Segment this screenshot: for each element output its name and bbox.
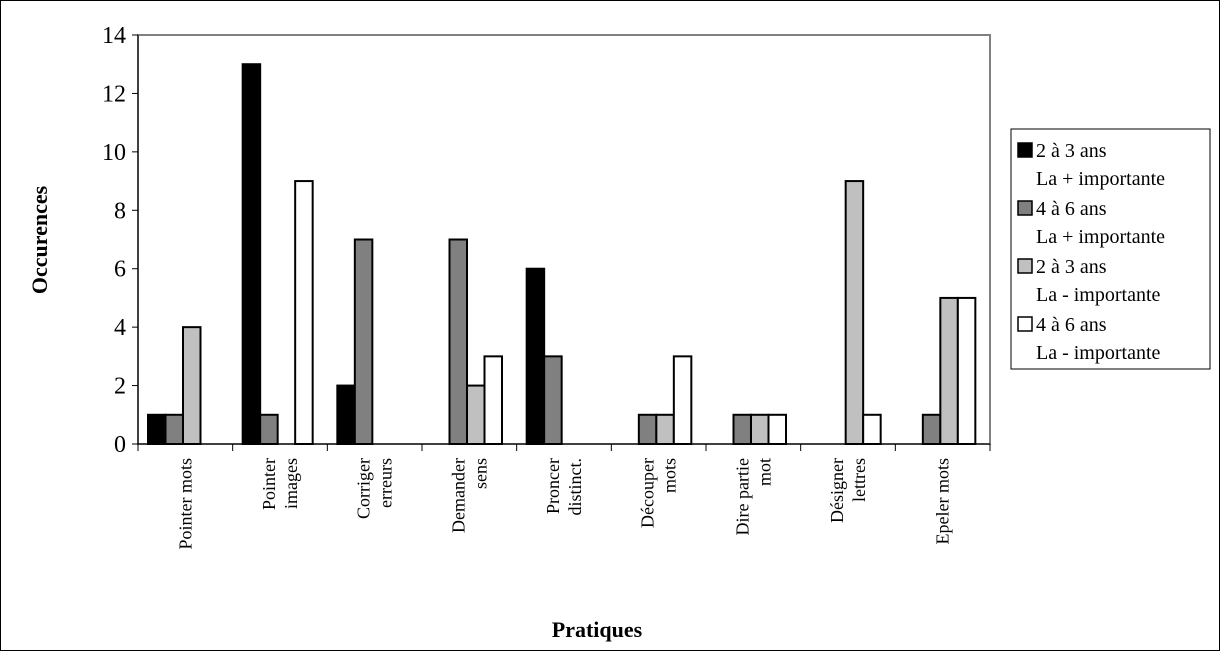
legend-swatch-1 xyxy=(1017,142,1033,158)
bar-series-1-cat-3 xyxy=(336,384,356,446)
bar-series-2-cat-9 xyxy=(921,413,942,445)
x-tick-label: Dire partie xyxy=(732,458,752,535)
x-tick-label: sens xyxy=(470,458,490,489)
bar-series-3-cat-1 xyxy=(182,326,202,445)
x-tick-label: Epeler mots xyxy=(933,458,953,544)
x-tick-labels: Pointer mots Pointer images Corriger erreurs… xyxy=(175,458,952,550)
y-axis: 0 2 4 6 8 10 12 14 xyxy=(102,23,139,458)
y-tick-label: 0 xyxy=(114,432,126,458)
legend-swatch-4 xyxy=(1017,316,1033,332)
bar-series-3-cat-4 xyxy=(466,384,486,446)
bar-series-4-cat-8 xyxy=(862,413,882,445)
legend: 2 à 3 ans La + importante 4 à 6 ans La + im… xyxy=(1010,128,1211,370)
legend-swatch-2 xyxy=(1017,200,1033,216)
legend-label: 2 à 3 ans xyxy=(1036,256,1107,278)
legend-label: 4 à 6 ans xyxy=(1036,314,1107,336)
y-tick-label: 8 xyxy=(114,198,126,224)
x-tick-label: Découper xyxy=(638,458,658,528)
legend-label: La - importante xyxy=(1036,284,1161,306)
x-tick-label: Pointer mots xyxy=(175,458,195,550)
x-tick-label: mots xyxy=(660,458,680,493)
x-tick-label: Proncer xyxy=(543,458,563,514)
bar-series-3-cat-6 xyxy=(655,413,675,445)
y-tick-label: 10 xyxy=(102,140,126,166)
legend-swatch-3 xyxy=(1017,258,1033,274)
y-tick-label: 4 xyxy=(114,315,126,341)
legend-label: La + importante xyxy=(1036,226,1165,248)
legend-label: La - importante xyxy=(1036,342,1161,364)
bar-series-1-cat-5 xyxy=(525,267,546,446)
legend-box xyxy=(1010,128,1211,370)
legend-label: 4 à 6 ans xyxy=(1036,198,1107,220)
x-tick-label: Pointer xyxy=(259,458,279,510)
bar-series-4-cat-6 xyxy=(672,355,693,446)
x-tick-label: distinct. xyxy=(565,458,585,516)
bar-series-4-cat-7 xyxy=(767,413,787,445)
bar-series-2-cat-4 xyxy=(448,238,468,445)
bars xyxy=(147,63,977,446)
x-tick-label: Désigner xyxy=(827,458,847,523)
x-tick-label: Corriger xyxy=(354,458,374,519)
bar-series-2-cat-2 xyxy=(259,413,279,445)
bar-series-2-cat-6 xyxy=(637,413,658,445)
bar-series-2-cat-1 xyxy=(164,413,184,445)
bar-series-1-cat-1 xyxy=(147,413,167,445)
x-tick-label: Demander xyxy=(448,458,468,533)
y-tick-label: 12 xyxy=(102,81,126,107)
bar-series-4-cat-2 xyxy=(294,180,314,445)
bar-series-4-cat-4 xyxy=(483,355,503,446)
bar-series-4-cat-9 xyxy=(956,296,977,445)
legend-label: 2 à 3 ans xyxy=(1036,140,1107,162)
x-axis-title: Pratiques xyxy=(552,617,643,642)
bar-series-3-cat-8 xyxy=(844,180,865,445)
x-tick-label: erreurs xyxy=(376,458,396,508)
y-tick-label: 14 xyxy=(102,23,126,49)
x-tick-label: mot xyxy=(754,458,774,486)
x-tick-label: images xyxy=(281,458,301,509)
bar-series-2-cat-7 xyxy=(732,413,752,445)
bar-series-2-cat-5 xyxy=(543,355,563,446)
y-axis-title: Occurences xyxy=(27,185,52,294)
legend-label: La + importante xyxy=(1036,168,1165,190)
y-tick-label: 6 xyxy=(114,257,126,283)
bar-series-2-cat-3 xyxy=(353,238,374,445)
y-tick-label: 2 xyxy=(114,374,126,400)
bar-series-1-cat-2 xyxy=(241,63,262,445)
x-tick-label: lettres xyxy=(849,458,869,502)
bar-series-3-cat-9 xyxy=(939,296,959,445)
bar-series-3-cat-7 xyxy=(750,413,770,445)
